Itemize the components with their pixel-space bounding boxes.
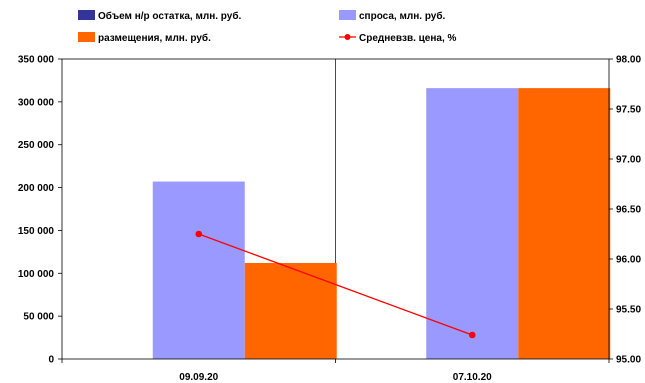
legend-label: Объем н/р остатка, млн. руб. — [98, 10, 242, 22]
legend-swatch — [78, 10, 95, 20]
price-line — [195, 230, 476, 339]
bar-3-2 — [518, 88, 611, 360]
bar-2-2 — [426, 88, 519, 360]
price-point-2 — [468, 331, 476, 339]
legend-item-1: Объем н/р остатка, млн. руб. — [78, 10, 242, 22]
y-right-tick-label: 95.50 — [616, 305, 641, 316]
y-right-tick-label: 97.00 — [616, 155, 641, 166]
x-tick-label: 07.10.20 — [453, 372, 492, 383]
y-right-tick-label: 95.00 — [616, 355, 641, 366]
y-right-tick-label: 97.50 — [616, 105, 641, 116]
legend-item-3: размещения, млн. руб. — [78, 32, 211, 44]
legend-item-2: спроса, млн. руб. — [339, 10, 446, 22]
bar-2-1 — [152, 181, 245, 359]
y-left-tick-label: 150 000 — [18, 226, 55, 237]
legend-swatch — [339, 10, 356, 20]
y-left-tick-label: 250 000 — [18, 140, 55, 151]
y-left-tick-label: 50 000 — [23, 312, 54, 323]
y-left-tick-label: 300 000 — [18, 97, 55, 108]
y-left-tick-label: 200 000 — [18, 183, 55, 194]
bars — [152, 88, 611, 360]
bar-3-1 — [244, 263, 337, 359]
y-left-tick-label: 0 — [48, 355, 54, 366]
legend-label: Средневзв. цена, % — [359, 33, 457, 44]
y-left-tick-label: 100 000 — [18, 269, 55, 280]
x-tick-label: 09.09.20 — [179, 372, 218, 383]
axes: 0 50 000 100 000 150 000 200 000 250 000 300 0… — [18, 55, 642, 383]
price-line-path — [198, 233, 473, 336]
legend: Объем н/р остатка, млн. руб. спроса, млн.… — [78, 10, 457, 44]
price-point-1 — [195, 230, 203, 238]
y-right-tick-label: 98.00 — [616, 55, 641, 66]
y-left-tick-label: 350 000 — [18, 55, 55, 66]
y-right-tick-label: 96.00 — [616, 255, 641, 266]
legend-item-4: Средневзв. цена, % — [339, 33, 457, 44]
legend-label: размещения, млн. руб. — [98, 32, 211, 44]
legend-swatch — [78, 32, 95, 42]
y-right-tick-label: 96.50 — [616, 205, 641, 216]
legend-label: спроса, млн. руб. — [359, 10, 446, 22]
legend-marker — [344, 34, 351, 40]
